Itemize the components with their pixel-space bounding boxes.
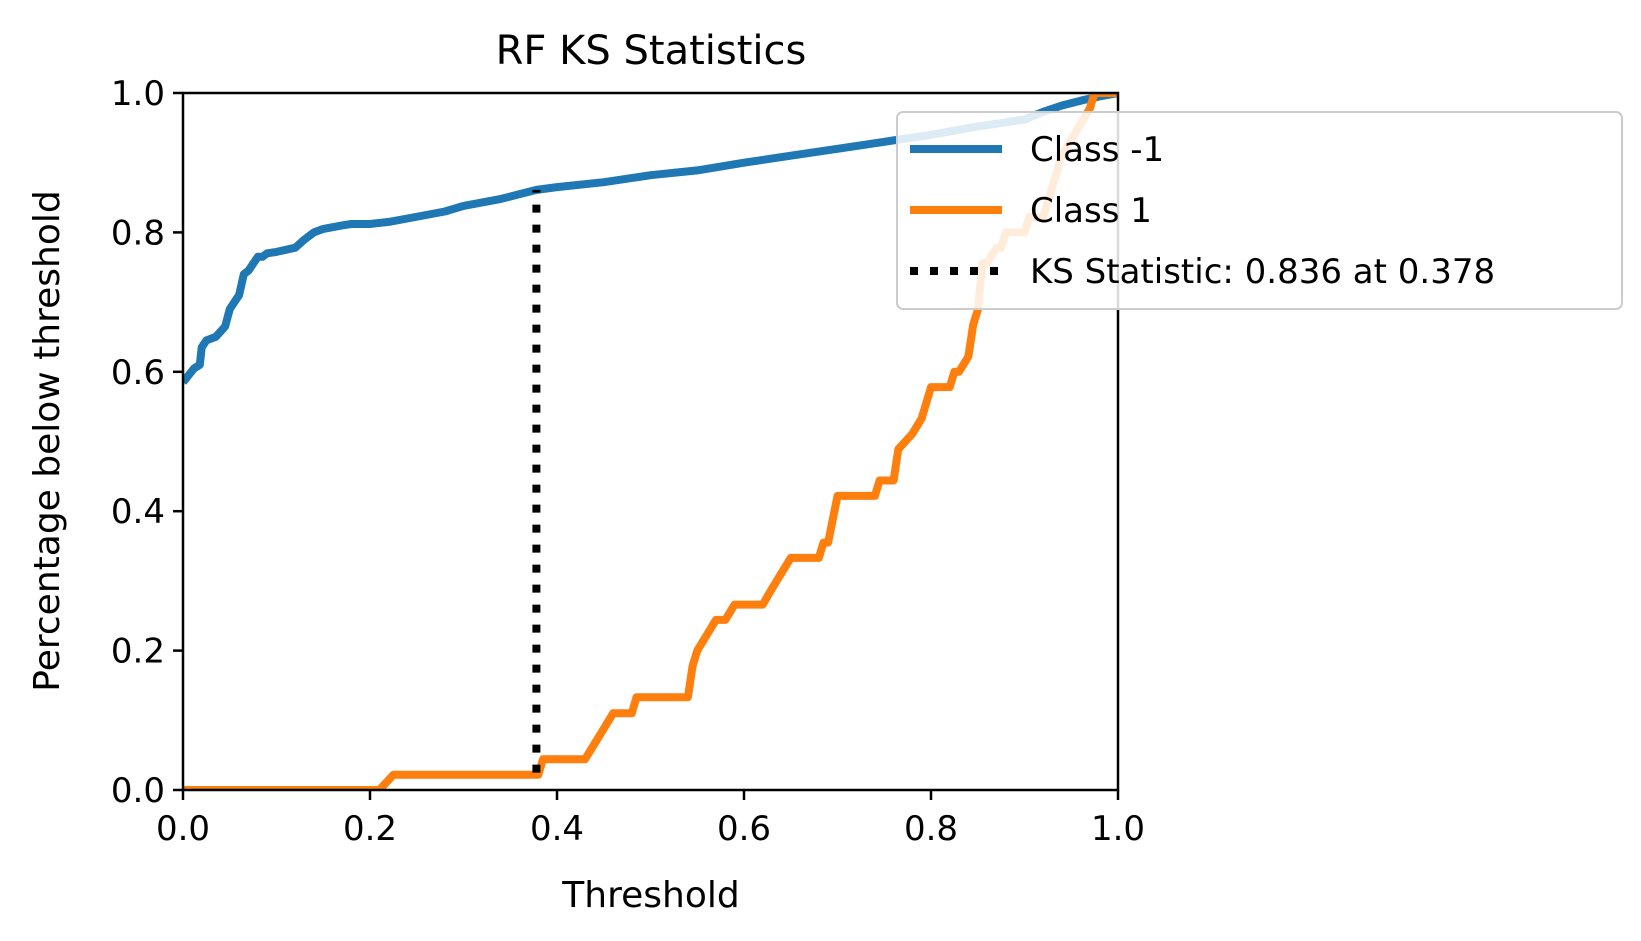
y-tick-label: 0.6	[111, 353, 165, 393]
x-tick-label: 0.4	[530, 809, 584, 849]
y-tick-label: 0.2	[111, 632, 165, 672]
chart-title: RF KS Statistics	[496, 28, 807, 74]
legend-frame	[896, 111, 1623, 310]
y-axis-title: Percentage below threshold	[27, 190, 68, 691]
legend-label-class-neg1: Class -1	[1030, 130, 1164, 170]
series-line-class-neg1	[183, 93, 1118, 385]
y-tick-label: 1.0	[111, 74, 165, 114]
y-tick-label: 0.0	[111, 771, 165, 811]
y-tick-label: 0.8	[111, 213, 165, 253]
x-tick-label: 0.0	[156, 809, 210, 849]
legend: Class -1 Class 1 KS Statistic: 0.836 at …	[896, 111, 1623, 310]
legend-label-ks-statistic: KS Statistic: 0.836 at 0.378	[1030, 252, 1495, 292]
plot-frame	[181, 91, 1120, 792]
legend-label-class-1: Class 1	[1030, 191, 1152, 231]
x-tick-label: 0.2	[343, 809, 397, 849]
y-axis: 0.0 0.2 0.4 0.6 0.8 1.0	[111, 74, 183, 811]
x-axis: 0.0 0.2 0.4 0.6 0.8 1.0	[156, 790, 1145, 849]
x-axis-title: Threshold	[561, 875, 739, 916]
x-tick-label: 1.0	[1091, 809, 1145, 849]
x-tick-label: 0.6	[717, 809, 771, 849]
x-tick-label: 0.8	[904, 809, 958, 849]
y-tick-label: 0.4	[111, 492, 165, 532]
